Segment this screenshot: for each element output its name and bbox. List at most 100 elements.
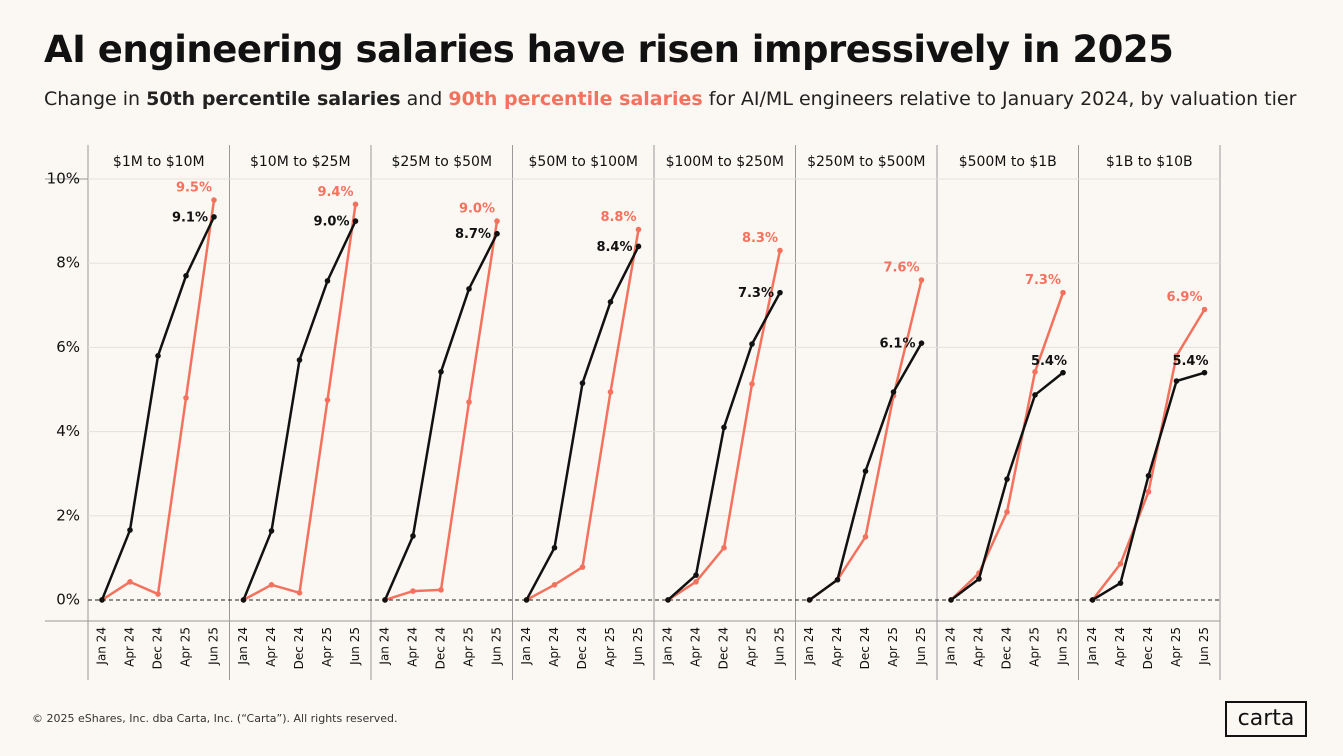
series-line xyxy=(1091,308,1206,601)
point xyxy=(862,468,869,474)
x-tick-label: Jan 24 xyxy=(1085,627,1099,666)
x-tick-label: Dec 24 xyxy=(575,627,589,669)
logo: carta xyxy=(1225,701,1307,737)
legend-entry: 90th percentile salaries xyxy=(448,88,703,110)
point xyxy=(183,273,189,279)
x-tick-label: Jan 24 xyxy=(95,627,109,666)
point xyxy=(127,579,133,585)
chart-title: AI engineering salaries have risen impre… xyxy=(44,28,1174,71)
x-tick-label: Jun 25 xyxy=(490,627,504,666)
panel-title: $250M to $500M xyxy=(807,154,925,170)
x-tick-label: Jun 25 xyxy=(631,627,645,666)
x-tick-label: Dec 24 xyxy=(434,627,448,669)
point xyxy=(890,389,897,395)
point xyxy=(211,197,217,203)
point xyxy=(211,214,217,220)
point xyxy=(438,368,444,375)
value-label: 9.0% xyxy=(459,202,495,217)
x-tick-label: Apr 25 xyxy=(603,627,617,667)
legend-entry: 50th percentile salaries xyxy=(146,88,401,110)
x-tick-label: Apr 25 xyxy=(886,627,900,667)
x-tick-label: Apr 25 xyxy=(745,627,759,667)
series-line xyxy=(667,292,782,601)
point xyxy=(1032,368,1038,375)
point xyxy=(268,581,275,588)
value-label: 9.5% xyxy=(176,181,212,196)
value-label: 8.8% xyxy=(600,210,636,225)
point xyxy=(579,380,586,386)
point xyxy=(99,597,105,603)
value-label: 7.6% xyxy=(883,261,919,276)
point xyxy=(1201,369,1208,376)
x-tick-label: Apr 24 xyxy=(406,627,420,667)
x-tick-label: Apr 24 xyxy=(830,627,844,667)
x-tick-label: Dec 24 xyxy=(1141,627,1155,669)
subtitle-text: for AI/ML engineers relative to January … xyxy=(708,88,1297,110)
point xyxy=(551,544,558,551)
x-tick-label: Jun 25 xyxy=(1056,627,1070,666)
x-tick-label: Apr 25 xyxy=(462,627,476,667)
x-tick-label: Apr 24 xyxy=(123,627,137,667)
x-tick-label: Jun 25 xyxy=(914,627,928,666)
x-tick-label: Dec 24 xyxy=(858,627,872,669)
x-tick-label: Dec 24 xyxy=(292,627,306,669)
series-line xyxy=(383,233,499,601)
point xyxy=(1004,476,1010,482)
x-tick-label: Dec 24 xyxy=(717,627,731,669)
value-label: 5.4% xyxy=(1031,354,1067,369)
y-tick-label: 6% xyxy=(56,338,80,356)
point xyxy=(635,243,642,250)
x-tick-label: Apr 25 xyxy=(179,627,193,667)
chart-subtitle: Change in 50th percentile salaries and 9… xyxy=(44,88,1296,110)
series-line xyxy=(384,220,499,602)
x-tick-label: Jan 24 xyxy=(661,627,675,666)
value-label: 5.4% xyxy=(1172,354,1208,369)
x-tick-label: Dec 24 xyxy=(1000,627,1014,669)
point xyxy=(1173,353,1180,359)
series-line xyxy=(950,292,1065,601)
point xyxy=(693,572,699,578)
value-label: 8.7% xyxy=(455,227,491,242)
y-tick-label: 0% xyxy=(56,590,80,608)
point xyxy=(579,564,586,570)
subtitle-text: Change in xyxy=(44,88,141,110)
value-label: 8.4% xyxy=(596,240,632,255)
x-tick-label: Apr 24 xyxy=(264,627,278,667)
point xyxy=(721,424,727,431)
point xyxy=(324,278,331,284)
panel-title: $50M to $100M xyxy=(529,154,638,170)
x-tick-label: Jan 24 xyxy=(236,627,250,666)
x-tick-label: Jun 25 xyxy=(1197,627,1211,666)
panel-title: $10M to $25M xyxy=(250,154,351,170)
y-tick-label: 4% xyxy=(56,422,80,440)
series-line xyxy=(101,199,216,602)
x-tick-label: Jan 24 xyxy=(378,627,392,666)
x-tick-label: Jan 24 xyxy=(944,627,958,666)
point xyxy=(324,397,331,403)
panel-title: $1M to $10M xyxy=(113,154,205,170)
point xyxy=(352,201,359,208)
point xyxy=(1201,306,1208,313)
value-label: 7.3% xyxy=(1025,273,1061,288)
value-label: 9.4% xyxy=(317,185,353,200)
point xyxy=(834,576,841,583)
x-tick-label: Jun 25 xyxy=(773,627,787,666)
point xyxy=(494,230,500,237)
point xyxy=(183,395,189,401)
x-tick-label: Apr 25 xyxy=(1169,627,1183,667)
x-tick-label: Apr 25 xyxy=(1028,627,1042,667)
subtitle-text: and xyxy=(406,88,443,110)
value-label: 7.3% xyxy=(738,286,774,301)
panel-title: $100M to $250M xyxy=(666,154,784,170)
point xyxy=(1060,289,1066,296)
x-tick-label: Dec 24 xyxy=(151,627,165,669)
x-tick-label: Apr 24 xyxy=(547,627,561,667)
point xyxy=(352,218,359,224)
y-tick-label: 8% xyxy=(56,254,80,272)
point xyxy=(693,579,699,585)
point xyxy=(1004,509,1010,515)
point xyxy=(665,597,671,603)
x-tick-label: Apr 24 xyxy=(689,627,703,667)
point xyxy=(410,533,416,539)
x-tick-label: Jan 24 xyxy=(519,627,533,666)
